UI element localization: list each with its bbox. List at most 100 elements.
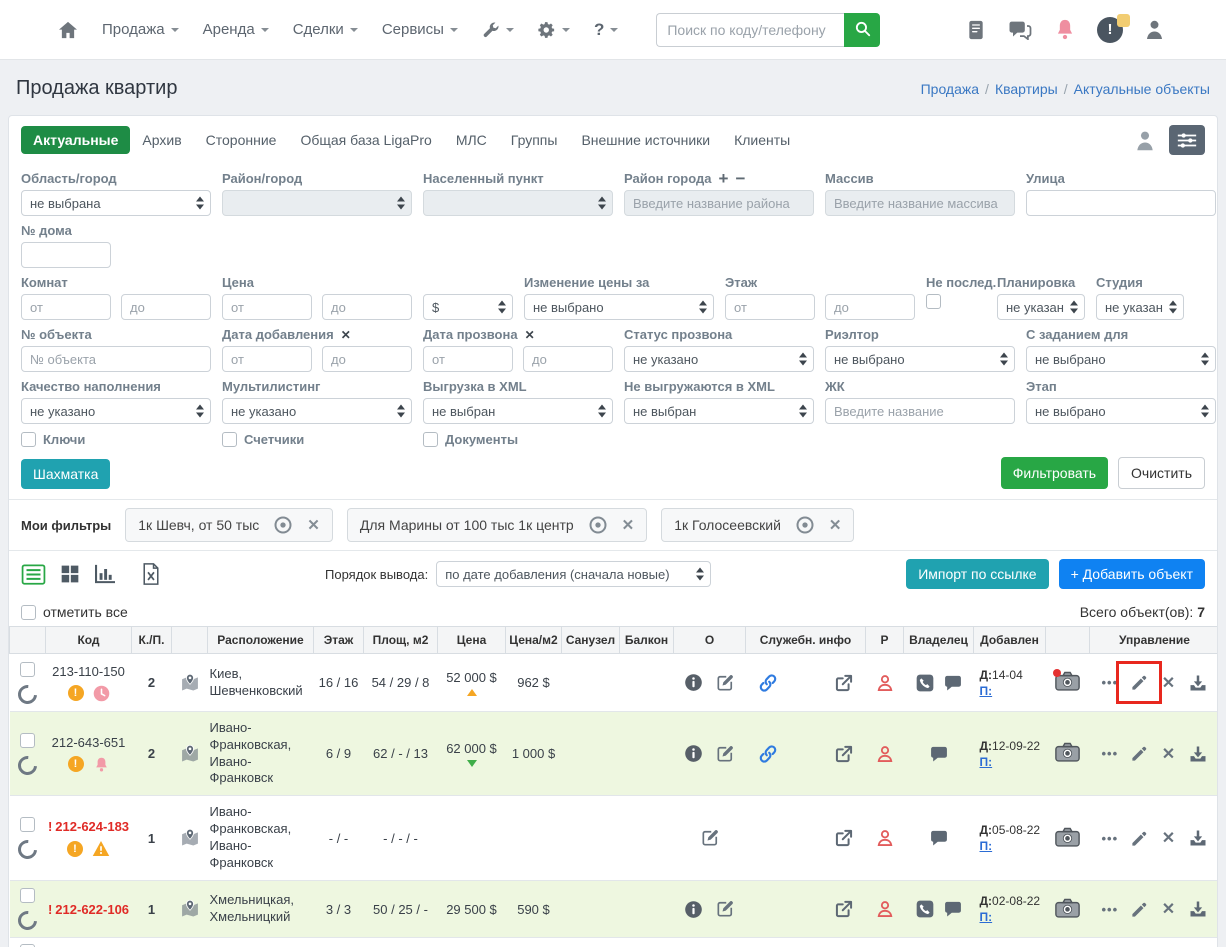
messages-icon[interactable]	[1007, 19, 1033, 40]
tab-storonnie[interactable]: Сторонние	[205, 132, 277, 148]
row-checkbox[interactable]	[20, 888, 35, 903]
owner-person-icon[interactable]	[875, 899, 895, 919]
breadcrumb-current[interactable]: Актуальные объекты	[1073, 80, 1210, 97]
filter-settings-button[interactable]	[1169, 125, 1205, 155]
camera-icon[interactable]	[1053, 669, 1080, 691]
edit-note-icon[interactable]	[715, 673, 735, 693]
call-link[interactable]: П:	[979, 754, 993, 769]
eye-icon[interactable]	[588, 515, 608, 535]
help-menu[interactable]: ?	[594, 20, 619, 40]
link-icon[interactable]	[758, 673, 778, 693]
delete-button[interactable]: ✕	[1161, 674, 1176, 692]
search-button[interactable]	[844, 12, 881, 47]
edit-button[interactable]	[1130, 744, 1149, 763]
delete-button[interactable]: ✕	[1161, 901, 1176, 918]
rooms-from-input[interactable]	[21, 294, 111, 320]
date-call-from-input[interactable]	[423, 346, 513, 372]
breadcrumb-link[interactable]: Квартиры	[994, 80, 1058, 97]
chart-view-icon[interactable]	[94, 564, 116, 584]
object-number-input[interactable]	[21, 346, 211, 372]
menu-servisy[interactable]: Сервисы	[382, 21, 458, 38]
external-link-icon[interactable]	[834, 828, 854, 848]
owner-person-icon[interactable]	[875, 744, 895, 764]
date-call-to-input[interactable]	[523, 346, 613, 372]
tab-vneshnie[interactable]: Внешние источники	[581, 132, 711, 148]
info-icon[interactable]	[684, 673, 703, 692]
external-link-icon[interactable]	[834, 673, 854, 693]
delete-button[interactable]: ✕	[1161, 745, 1176, 763]
alerts-avatar-icon[interactable]: !	[1097, 13, 1130, 43]
floor-from-input[interactable]	[725, 294, 815, 320]
filter-button[interactable]: Фильтровать	[1000, 457, 1109, 489]
row-checkbox[interactable]	[20, 732, 35, 748]
rooms-to-input[interactable]	[121, 294, 211, 320]
edit-button[interactable]	[1116, 661, 1163, 704]
row-checkbox[interactable]	[20, 944, 35, 947]
tab-gruppy[interactable]: Группы	[510, 132, 558, 148]
house-number-input[interactable]	[21, 242, 111, 268]
minus-icon[interactable]: −	[735, 168, 746, 188]
map-icon[interactable]	[180, 899, 200, 919]
eye-icon[interactable]	[795, 515, 815, 535]
edit-button[interactable]	[1130, 829, 1149, 848]
download-button[interactable]	[1188, 828, 1208, 848]
camera-icon[interactable]	[1055, 898, 1080, 918]
studio-select[interactable]: не указан	[1096, 294, 1184, 320]
add-object-button[interactable]: + Добавить объект	[1058, 559, 1205, 589]
menu-prodazha[interactable]: Продажа	[102, 21, 179, 38]
select-all-checkbox[interactable]	[21, 604, 36, 620]
download-button[interactable]	[1188, 899, 1208, 919]
edit-button[interactable]	[1130, 900, 1149, 919]
import-by-link-button[interactable]: Импорт по ссылке	[906, 559, 1049, 589]
region-select[interactable]: не выбрана	[21, 190, 211, 216]
realtor-select[interactable]: не выбрано	[825, 346, 1015, 372]
tab-obshaya-baza[interactable]: Общая база LigaPro	[300, 132, 432, 148]
clear-date-added-icon[interactable]: ✕	[340, 327, 351, 342]
object-code-link[interactable]: 212-624-183	[55, 819, 130, 834]
tab-aktualnye[interactable]: Актуальные	[21, 126, 131, 154]
not-last-checkbox[interactable]	[926, 294, 941, 309]
date-added-from-input[interactable]	[222, 346, 312, 372]
search-input[interactable]	[656, 12, 845, 47]
clear-button[interactable]: Очистить	[1118, 457, 1205, 489]
eye-icon[interactable]	[273, 515, 293, 535]
gear-menu[interactable]	[538, 21, 570, 39]
documents-checkbox[interactable]	[423, 432, 438, 447]
sort-select[interactable]: по дате добавления (сначала новые)	[436, 561, 712, 587]
home-icon[interactable]	[58, 21, 78, 39]
remove-filter-icon[interactable]: ✕	[828, 517, 842, 534]
menu-sdelki[interactable]: Сделки	[293, 21, 358, 38]
chess-button[interactable]: Шахматка	[21, 459, 111, 489]
more-actions-button[interactable]: •••	[1101, 830, 1119, 846]
owner-person-icon[interactable]	[875, 828, 895, 848]
wrench-menu[interactable]	[482, 21, 514, 39]
multilisting-select[interactable]: не указано	[222, 398, 412, 424]
call-link[interactable]: П:	[979, 683, 993, 698]
info-icon[interactable]	[684, 744, 703, 763]
edit-note-icon[interactable]	[715, 899, 735, 919]
external-link-icon[interactable]	[834, 744, 854, 764]
saved-filter-chip[interactable]: Для Марины от 100 тыс 1к центр ✕	[346, 508, 648, 542]
contacts-book-icon[interactable]	[967, 20, 985, 40]
task-for-select[interactable]: не выбрано	[1026, 346, 1216, 372]
chat-icon[interactable]	[943, 899, 963, 919]
delete-button[interactable]: ✕	[1161, 830, 1176, 847]
chat-icon[interactable]	[943, 673, 963, 693]
layout-select[interactable]: не указан	[997, 294, 1085, 320]
currency-select[interactable]: $	[423, 294, 513, 320]
edit-note-icon[interactable]	[700, 828, 720, 848]
download-button[interactable]	[1188, 673, 1208, 693]
tab-arhiv[interactable]: Архив	[142, 132, 182, 148]
complex-input[interactable]	[825, 398, 1015, 424]
notifications-bell-icon[interactable]	[1055, 18, 1075, 41]
call-link[interactable]: П:	[979, 910, 993, 924]
info-icon[interactable]	[684, 900, 703, 919]
quality-select[interactable]: не указано	[21, 398, 211, 424]
price-change-select[interactable]: не выбрано	[524, 294, 714, 320]
remove-filter-icon[interactable]: ✕	[621, 517, 635, 534]
chat-icon[interactable]	[929, 828, 949, 848]
menu-arenda[interactable]: Аренда	[203, 21, 269, 38]
chat-icon[interactable]	[929, 744, 949, 764]
phone-icon[interactable]	[915, 899, 935, 919]
keys-checkbox[interactable]	[21, 432, 36, 447]
